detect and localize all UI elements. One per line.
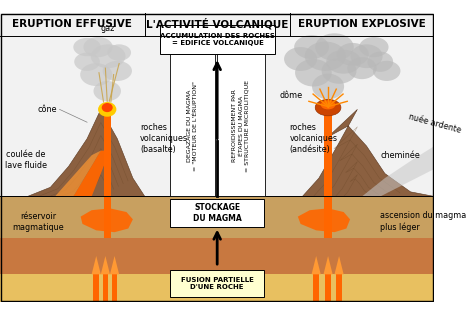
Text: ascension du magma
plus léger: ascension du magma plus léger — [380, 211, 466, 232]
Bar — [324, 197, 332, 238]
Bar — [0, 197, 434, 238]
Polygon shape — [55, 151, 101, 197]
Text: REFROIDISSEMENT PAR
ÉTAPES DU MAGMA
= STRUCTURE MICROLITIQUE: REFROIDISSEMENT PAR ÉTAPES DU MAGMA = ST… — [232, 80, 250, 172]
Polygon shape — [91, 256, 101, 274]
Polygon shape — [81, 208, 133, 232]
Text: FUSION PARTIELLE
D'UNE ROCHE: FUSION PARTIELLE D'UNE ROCHE — [181, 277, 254, 290]
Ellipse shape — [93, 81, 121, 101]
Polygon shape — [362, 146, 434, 197]
Ellipse shape — [295, 59, 332, 87]
Ellipse shape — [83, 37, 113, 57]
Ellipse shape — [315, 33, 354, 61]
Bar — [103, 274, 108, 302]
Bar — [93, 274, 99, 302]
Polygon shape — [0, 109, 145, 197]
Bar — [0, 274, 434, 302]
Polygon shape — [323, 256, 333, 274]
Ellipse shape — [91, 44, 126, 68]
Ellipse shape — [294, 35, 329, 59]
Ellipse shape — [305, 42, 346, 71]
Ellipse shape — [107, 44, 131, 61]
Ellipse shape — [80, 63, 112, 86]
Ellipse shape — [359, 37, 389, 57]
Text: ERUPTION EFFUSIVE: ERUPTION EFFUSIVE — [12, 19, 132, 29]
Bar — [103, 197, 111, 238]
Polygon shape — [110, 256, 119, 274]
Ellipse shape — [326, 50, 361, 74]
Bar — [171, 199, 264, 227]
Text: L'ACTIVITÉ VOLCANIQUE: L'ACTIVITÉ VOLCANIQUE — [146, 18, 288, 30]
Text: cône: cône — [37, 105, 57, 114]
Polygon shape — [298, 208, 350, 232]
Ellipse shape — [312, 74, 344, 99]
Text: coulée de
lave fluide: coulée de lave fluide — [5, 150, 46, 170]
Ellipse shape — [337, 43, 369, 66]
Bar — [103, 109, 111, 197]
Ellipse shape — [315, 99, 341, 116]
Bar — [112, 274, 117, 302]
Polygon shape — [101, 256, 110, 274]
Polygon shape — [73, 151, 110, 197]
Ellipse shape — [98, 102, 117, 117]
Text: dôme: dôme — [279, 91, 302, 100]
Ellipse shape — [102, 103, 113, 112]
Text: ERUPTION EXPLOSIVE: ERUPTION EXPLOSIVE — [298, 19, 426, 29]
Ellipse shape — [73, 38, 101, 56]
Ellipse shape — [347, 57, 377, 79]
Bar — [324, 109, 332, 197]
Polygon shape — [311, 256, 321, 274]
Text: roches
volcaniques
(andésite): roches volcaniques (andésite) — [290, 123, 337, 154]
Text: DEGAZAGE DU MAGMA
= "MOTEUR DE L'ÉRUPTION": DEGAZAGE DU MAGMA = "MOTEUR DE L'ÉRUPTIO… — [187, 81, 198, 171]
Ellipse shape — [103, 61, 132, 81]
Ellipse shape — [367, 52, 393, 72]
Bar — [313, 274, 319, 302]
Bar — [0, 13, 434, 197]
Bar — [217, 54, 265, 197]
Bar — [170, 54, 215, 197]
Ellipse shape — [373, 61, 401, 81]
Text: STOCKAGE
DU MAGMA: STOCKAGE DU MAGMA — [193, 203, 242, 223]
Text: roches
volcaniques
(basalte): roches volcaniques (basalte) — [140, 123, 188, 154]
Text: cheminée: cheminée — [380, 151, 420, 160]
Polygon shape — [335, 256, 344, 274]
Ellipse shape — [321, 100, 336, 109]
Ellipse shape — [284, 47, 317, 71]
Polygon shape — [290, 109, 434, 197]
Bar — [337, 274, 342, 302]
Ellipse shape — [74, 53, 100, 71]
Text: ACCUMULATION DES ROCHES
= EDIFICE VOLCANIQUE: ACCUMULATION DES ROCHES = EDIFICE VOLCAN… — [160, 33, 275, 47]
Bar — [171, 270, 264, 297]
Ellipse shape — [350, 44, 383, 68]
Text: nuée ardente: nuée ardente — [408, 112, 462, 135]
Bar — [325, 274, 331, 302]
Text: gaz: gaz — [101, 24, 115, 33]
Bar — [0, 238, 434, 274]
Bar — [160, 25, 275, 54]
Ellipse shape — [322, 58, 356, 84]
Text: réservoir
magmatique: réservoir magmatique — [13, 212, 64, 232]
